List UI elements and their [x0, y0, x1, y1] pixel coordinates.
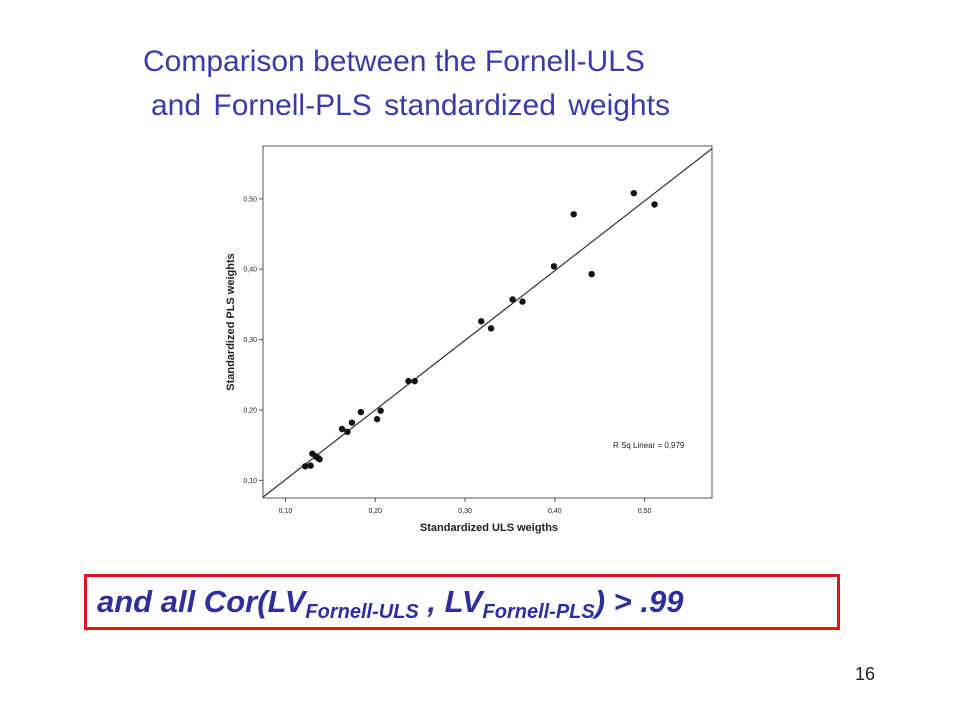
- title-line-2: and Fornell-PLS standardized weights: [151, 89, 670, 122]
- data-point: [519, 298, 526, 305]
- title-line-1: Comparison between the Fornell-ULS: [143, 45, 645, 78]
- y-tick-label: 0,10: [243, 478, 257, 485]
- x-tick-label: 0,30: [458, 508, 472, 515]
- data-point: [357, 408, 365, 416]
- y-tick-label: 0,50: [243, 196, 257, 203]
- y-tick-label: 0,20: [243, 408, 257, 415]
- data-point: [377, 407, 384, 414]
- data-point: [478, 318, 485, 325]
- callout-text-2: , LV: [418, 584, 483, 619]
- callout-text-1: and all Cor(LV: [97, 584, 306, 619]
- data-point: [487, 325, 495, 332]
- x-tick-label: 0,40: [548, 508, 562, 515]
- callout-sub-2: Fornell-PLS: [482, 601, 595, 623]
- y-axis: 0,10 0,20 0,30 0,40 0,50: [243, 196, 263, 485]
- fit-line: [262, 148, 713, 498]
- x-tick-label: 0,50: [638, 508, 652, 515]
- data-point: [373, 415, 381, 423]
- data-point: [411, 377, 418, 385]
- callout-text-3: ) > .99: [594, 584, 684, 619]
- data-point: [338, 425, 346, 433]
- data-point: [509, 296, 516, 303]
- data-point: [651, 201, 658, 208]
- data-point: [307, 462, 314, 469]
- data-point: [348, 419, 356, 426]
- data-point: [570, 211, 577, 218]
- data-point: [344, 428, 351, 436]
- x-axis-label: Standardized ULS weigths: [420, 522, 558, 534]
- data-point: [588, 270, 595, 278]
- y-tick-label: 0,30: [243, 337, 257, 344]
- data-point: [630, 189, 638, 197]
- x-tick-label: 0,20: [368, 508, 382, 515]
- callout-sub-1: Fornell-ULS: [305, 601, 419, 623]
- correlation-callout: and all Cor(LVFornell-ULS , LVFornell-PL…: [84, 574, 840, 630]
- slide-title: Comparison between the Fornell-ULS and F…: [0, 40, 960, 128]
- data-point: [316, 456, 323, 463]
- data-points: [302, 189, 658, 470]
- data-point: [405, 377, 412, 385]
- x-axis: 0,10 0,20 0,30 0,40 0,50: [279, 498, 652, 515]
- data-point: [550, 263, 558, 270]
- y-axis-label: Standardized PLS weights: [225, 253, 237, 391]
- data-point: [302, 463, 309, 470]
- x-tick-label: 0,10: [279, 508, 293, 515]
- page-number: 16: [855, 664, 876, 684]
- y-tick-label: 0,40: [243, 267, 257, 274]
- r-squared-annotation: R Sq Linear = 0,979: [613, 441, 685, 450]
